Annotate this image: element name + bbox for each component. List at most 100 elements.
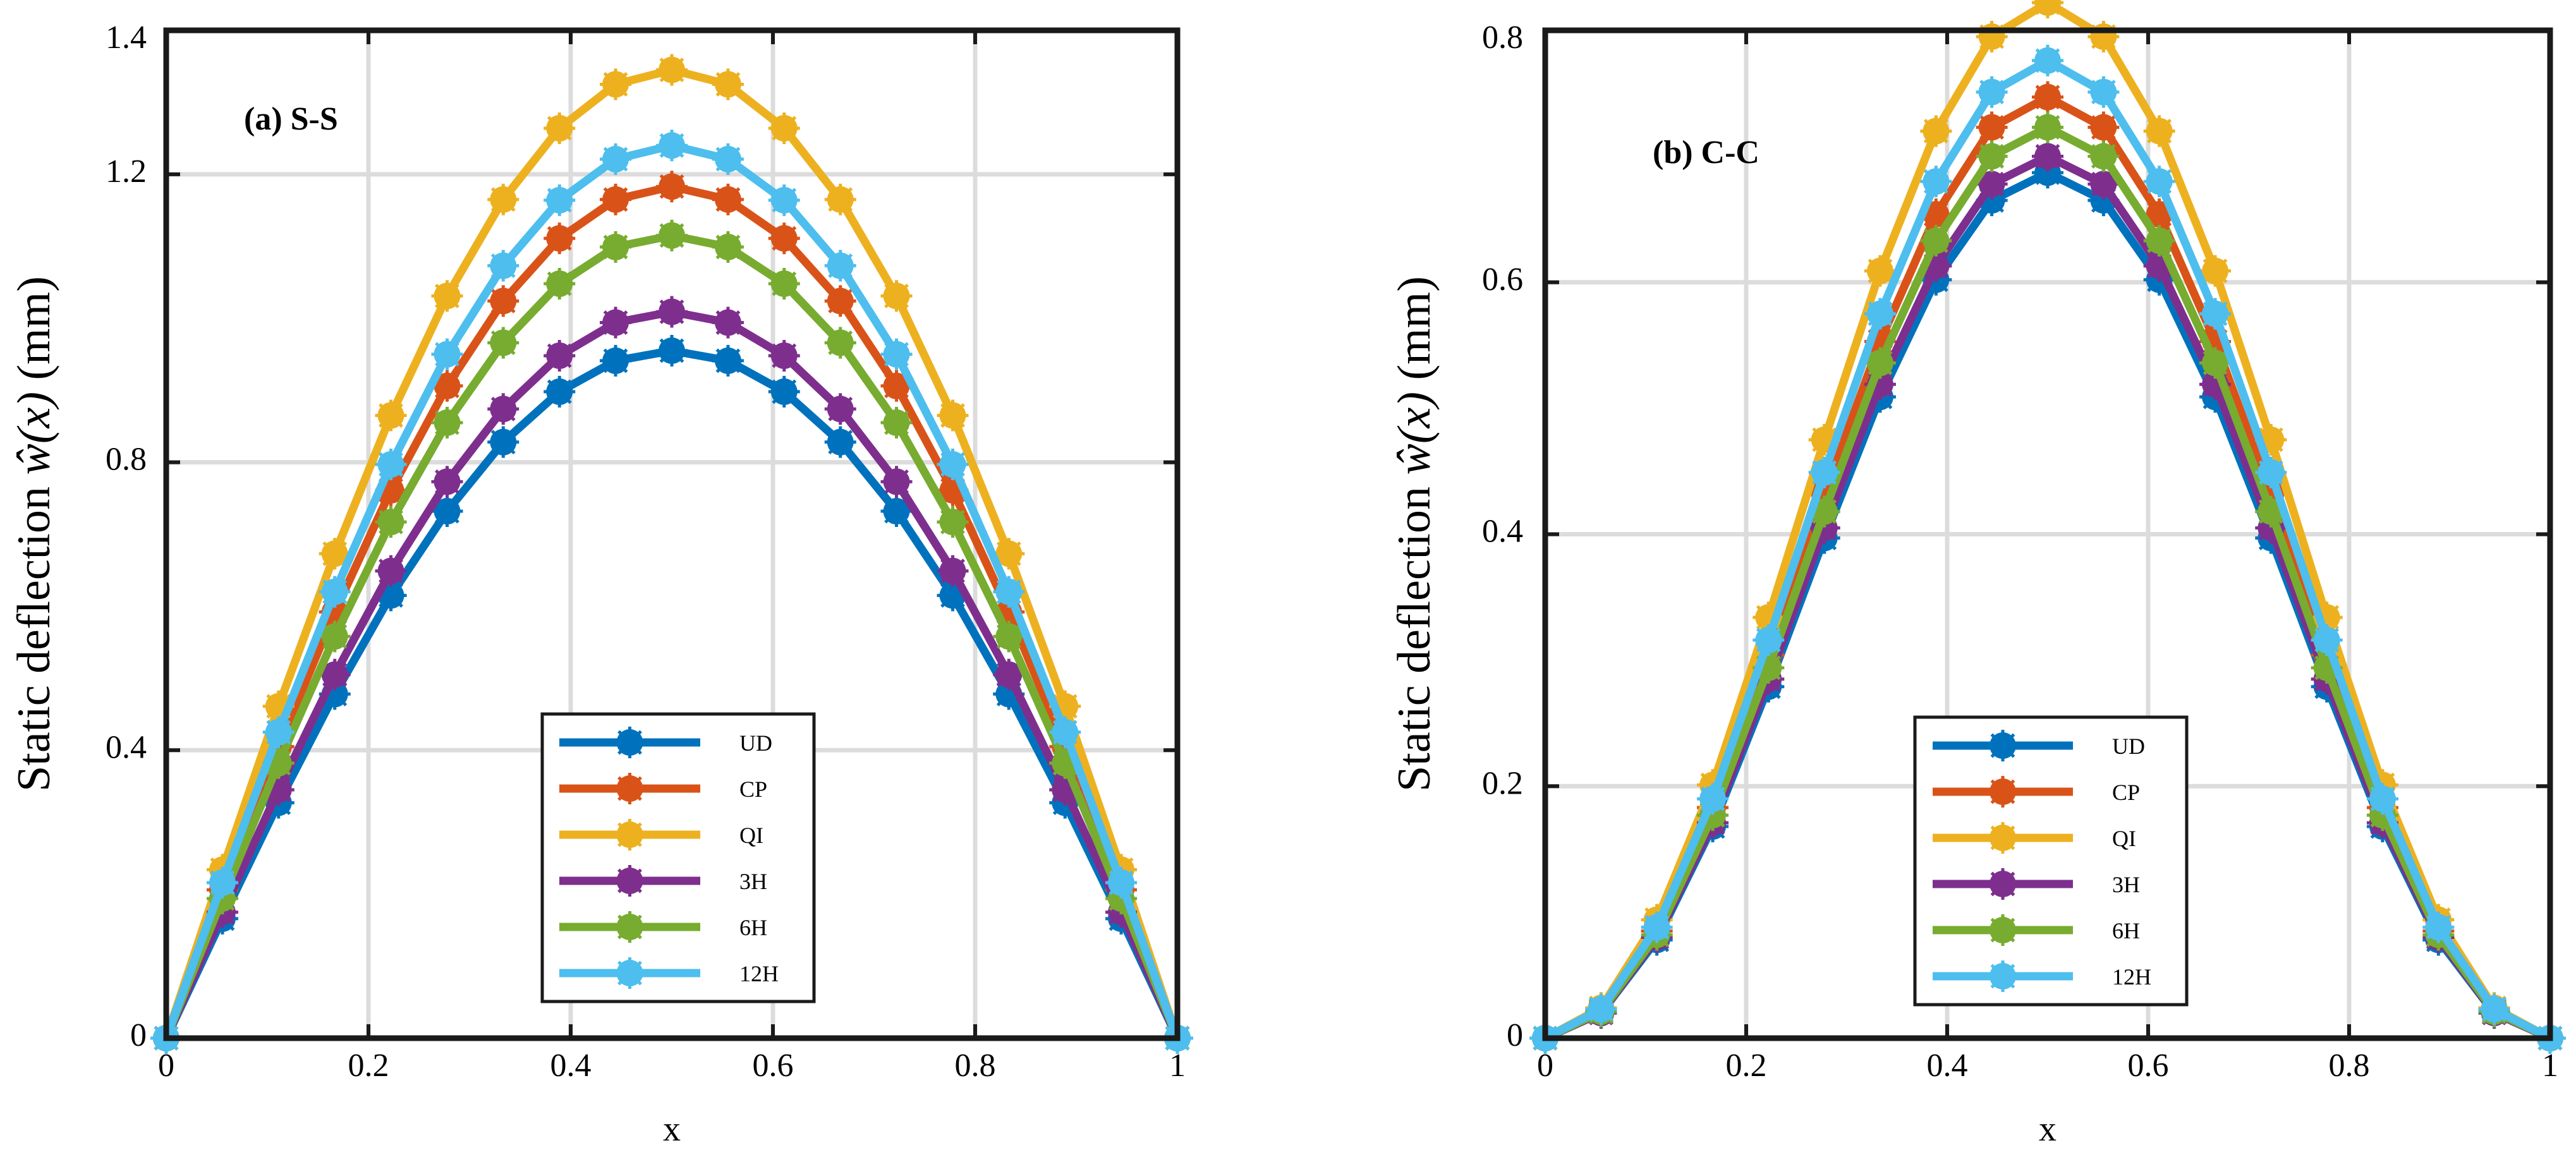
legend-item-ud: UD — [559, 727, 772, 758]
y-tick-label: 0.2 — [1482, 765, 1523, 801]
legend-item-cp: CP — [1933, 776, 2140, 808]
y-axis-label-unit: (mm) — [1388, 276, 1440, 380]
data-point-spoke — [435, 373, 459, 399]
data-point-spoke — [379, 559, 403, 584]
y-axis-label: Static deflection ŵ(x) (mm) — [8, 276, 60, 792]
data-point-spoke — [772, 271, 797, 296]
y-axis-label-math: ŵ(x) — [8, 392, 60, 475]
data-point-spoke — [940, 403, 965, 428]
data-point-spoke — [547, 188, 572, 213]
data-point-spoke — [1923, 119, 1948, 143]
data-point-spoke — [1052, 720, 1078, 745]
legend-label: 6H — [739, 915, 767, 940]
data-point-spoke — [1979, 80, 2005, 105]
data-point-spoke — [1979, 143, 2005, 169]
legend-label: 3H — [739, 869, 767, 894]
data-point-spoke — [603, 187, 628, 212]
data-point-spoke — [659, 174, 684, 199]
data-point-spoke — [2035, 0, 2053, 15]
series-qi — [150, 54, 1193, 1054]
data-point-spoke — [884, 283, 909, 308]
data-point-spoke — [603, 348, 628, 373]
data-point-spoke — [266, 694, 291, 719]
legend-label: CP — [739, 777, 767, 802]
data-point-spoke — [715, 187, 741, 212]
data-point-spoke — [2035, 85, 2060, 110]
y-tick-label: 0 — [130, 1017, 147, 1053]
data-point-spoke — [884, 373, 909, 399]
data-point-spoke — [828, 430, 853, 455]
data-point-spoke — [2091, 143, 2116, 169]
data-point-spoke — [2035, 48, 2060, 73]
data-point-spoke — [659, 223, 684, 248]
y-axis-label-text: Static deflection — [8, 487, 60, 792]
data-point-spoke — [715, 234, 741, 260]
legend: UD CP QI 3H 6H 12H — [1913, 715, 2189, 1007]
data-point-spoke — [715, 348, 741, 373]
data-point-spoke — [547, 116, 572, 141]
y-axis-label-text: Static deflection — [1388, 487, 1440, 792]
legend-item-6h: 6H — [1933, 914, 2140, 946]
legend-swatch-spoke — [617, 960, 642, 986]
data-point-spoke — [1868, 350, 1893, 375]
legend-label: 6H — [2112, 918, 2140, 943]
data-point-spoke — [1700, 786, 1725, 811]
data-point-spoke — [603, 234, 628, 260]
y-tick-label: 1.2 — [106, 154, 147, 190]
tick-labels: 0 0.2 0.4 0.6 0.8 1 0 0.4 0.8 1.2 1.4 — [106, 20, 1186, 1084]
data-point-spoke — [659, 58, 684, 83]
data-point-spoke — [322, 681, 348, 706]
legend: UD CP QI 3H 6H 12H — [540, 712, 816, 1003]
legend-item-12h: 12H — [559, 957, 779, 989]
x-axis-label: x — [663, 1110, 681, 1149]
data-point-spoke — [884, 469, 909, 494]
data-point-spoke — [266, 720, 291, 745]
data-point-spoke — [490, 396, 516, 421]
data-point-spoke — [266, 751, 291, 776]
legend-swatch-spoke — [617, 776, 642, 801]
y-tick-label: 0.8 — [106, 442, 147, 478]
legend-item-12h: 12H — [1933, 960, 2151, 992]
data-point-spoke — [490, 288, 516, 313]
legend-label: QI — [2112, 826, 2136, 851]
data-point-spoke — [1923, 169, 1948, 194]
data-point-spoke — [1756, 627, 1781, 653]
panel-title: (b) C-C — [1653, 135, 1759, 171]
data-point-spoke — [828, 396, 853, 421]
legend-label: UD — [739, 730, 772, 756]
y-axis-label: Static deflection ŵ(x) (mm) — [1388, 276, 1440, 792]
data-point-spoke — [379, 509, 403, 535]
data-point-spoke — [1588, 996, 1613, 1022]
data-point-spoke — [435, 469, 459, 494]
data-point-spoke — [322, 541, 348, 566]
data-point-spoke — [1644, 915, 1670, 940]
x-tick-label: 0.2 — [348, 1048, 389, 1084]
legend-swatch-spoke — [617, 730, 642, 755]
data-point-spoke — [1109, 870, 1134, 895]
data-point-spoke — [435, 410, 459, 435]
data-point-spoke — [2314, 627, 2340, 653]
data-point-spoke — [772, 116, 797, 141]
data-point-spoke — [996, 579, 1021, 605]
y-tick-label: 0 — [1507, 1017, 1523, 1053]
legend-item-qi: QI — [559, 819, 763, 850]
data-point-spoke — [490, 430, 516, 455]
data-point-spoke — [828, 187, 853, 212]
data-point-spoke — [435, 499, 459, 524]
x-tick-label: 1 — [1169, 1048, 1186, 1084]
legend-label: 12H — [739, 961, 779, 986]
y-tick-label: 0.6 — [1482, 262, 1523, 298]
data-point-spoke — [1812, 460, 1837, 485]
data-point-spoke — [490, 253, 516, 278]
data-point-spoke — [2091, 80, 2116, 105]
data-point-spoke — [266, 777, 291, 802]
data-point-spoke — [884, 342, 909, 367]
x-tick-label: 1 — [2542, 1048, 2558, 1084]
data-point-spoke — [659, 338, 684, 363]
legend-box — [540, 712, 816, 1003]
data-point-spoke — [1923, 228, 1948, 253]
legend-swatch-spoke — [617, 822, 642, 847]
legend-item-qi: QI — [1933, 822, 2136, 854]
data-point-spoke — [828, 288, 853, 313]
data-point-spoke — [1979, 171, 2005, 197]
